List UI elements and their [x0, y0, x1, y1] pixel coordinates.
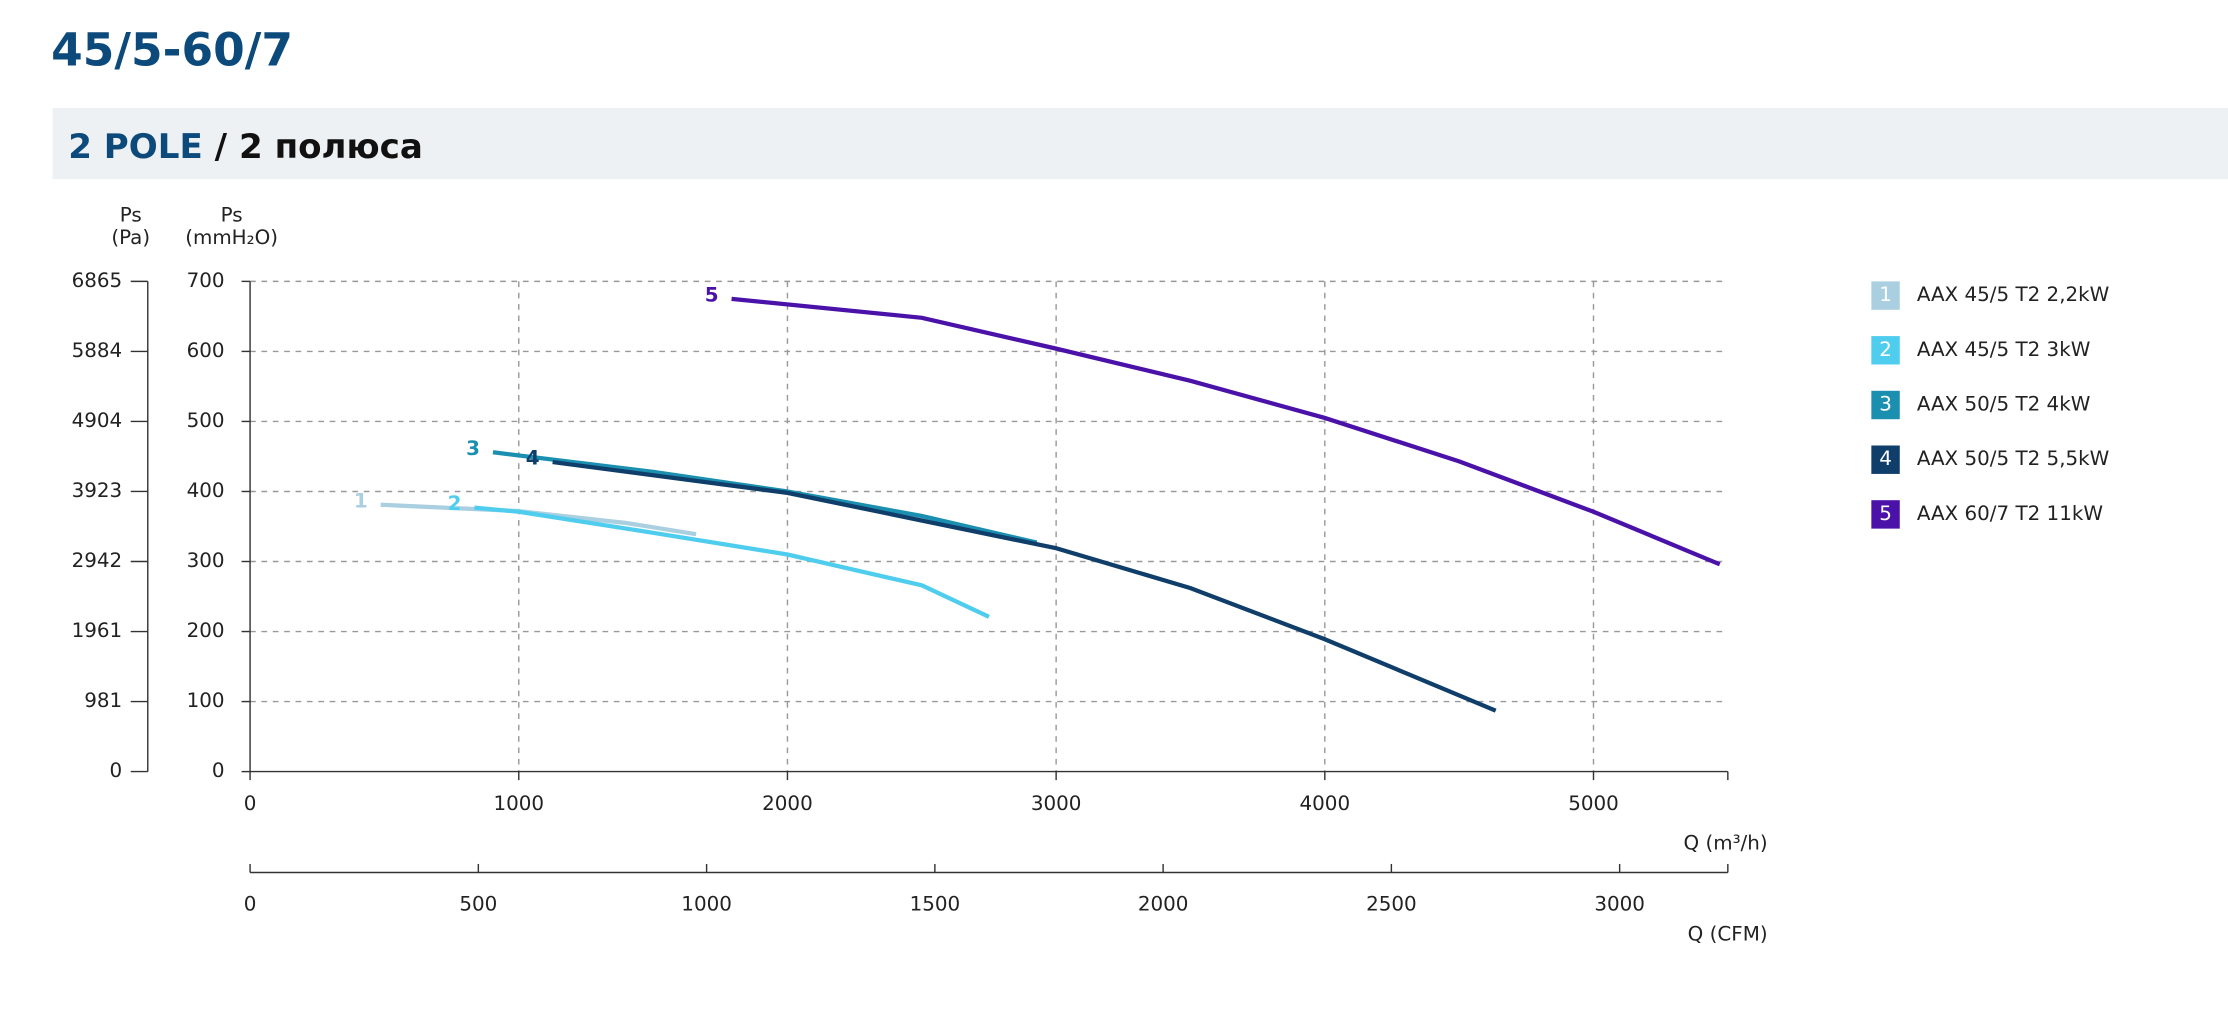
legend-label: AAX 45/5 T2 3kW [1917, 338, 2091, 361]
legend-swatch [1871, 445, 1900, 474]
legend-label: AAX 50/5 T2 4kW [1917, 393, 2091, 416]
curve [474, 505, 990, 619]
curve-label: 4 [526, 447, 540, 470]
legend-swatch [1871, 500, 1900, 529]
curve-label: 1 [354, 489, 368, 512]
x2-tick-label: 0 [244, 893, 257, 916]
subtitle-main: 2 POLE [68, 126, 203, 166]
legend-label: AAX 50/5 T2 5,5kW [1917, 447, 2110, 470]
legend-label: AAX 45/5 T2 2,2kW [1917, 283, 2110, 306]
x2-tick-label: 2500 [1366, 893, 1417, 916]
legend-number: 2 [1879, 338, 1892, 361]
x2-tick-label: 3000 [1594, 893, 1645, 916]
curve [380, 502, 697, 537]
y-tick-label: 400 [187, 479, 225, 502]
y2-label: Ps [120, 204, 142, 227]
x-tick-label: 3000 [1031, 792, 1082, 815]
y2-tick-label: 6865 [72, 269, 123, 292]
y-tick-label: 700 [187, 269, 225, 292]
y-tick-label: 600 [187, 339, 225, 362]
x-label: Q (m³/h) [1684, 832, 1768, 855]
y2-tick-label: 4904 [72, 409, 123, 432]
x-tick-label: 0 [244, 792, 257, 815]
y2-tick-label: 0 [110, 759, 123, 782]
x-tick-label: 4000 [1300, 792, 1351, 815]
y2-tick-label: 3923 [72, 479, 123, 502]
x2-tick-label: 1500 [910, 893, 961, 916]
subtitle: 2 POLE / 2 полюса [68, 126, 423, 166]
x-tick-label: 1000 [493, 792, 544, 815]
x2-label: Q (CFM) [1688, 923, 1768, 946]
y-label-unit: (mmH₂O) [185, 226, 278, 249]
y-tick-label: 0 [212, 759, 225, 782]
legend-number: 4 [1879, 447, 1892, 470]
y2-label-unit: (Pa) [111, 226, 150, 249]
legend-swatch [1871, 336, 1900, 365]
legend-swatch [1871, 281, 1900, 310]
y2-tick-label: 5884 [72, 339, 123, 362]
x-tick-label: 2000 [762, 792, 813, 815]
legend-swatch [1871, 390, 1900, 420]
legend-label: AAX 60/7 T2 11kW [1917, 502, 2103, 525]
legend-number: 5 [1879, 502, 1892, 525]
legend-number: 1 [1879, 283, 1892, 306]
curve [731, 296, 1721, 567]
y2-tick-label: 1961 [72, 619, 123, 642]
curve-label: 5 [705, 284, 719, 307]
subtitle-rest: / 2 полюса [203, 126, 423, 166]
x-tick-label: 5000 [1568, 792, 1619, 815]
curve-label: 2 [448, 492, 462, 515]
x2-tick-label: 500 [459, 893, 497, 916]
y-tick-label: 500 [187, 409, 225, 432]
y-tick-label: 200 [187, 619, 225, 642]
x2-tick-label: 1000 [681, 893, 732, 916]
y-tick-label: 100 [187, 689, 225, 712]
x2-tick-label: 2000 [1138, 893, 1189, 916]
curve-label: 3 [466, 437, 480, 460]
y2-tick-label: 981 [84, 689, 122, 712]
curve [552, 459, 1497, 713]
y-label: Ps [221, 204, 243, 227]
subtitle-band [52, 108, 2228, 180]
legend-number: 3 [1879, 393, 1892, 416]
chart-title: 45/5-60/7 [51, 23, 293, 76]
y2-tick-label: 2942 [72, 549, 123, 572]
y-tick-label: 300 [187, 549, 225, 572]
